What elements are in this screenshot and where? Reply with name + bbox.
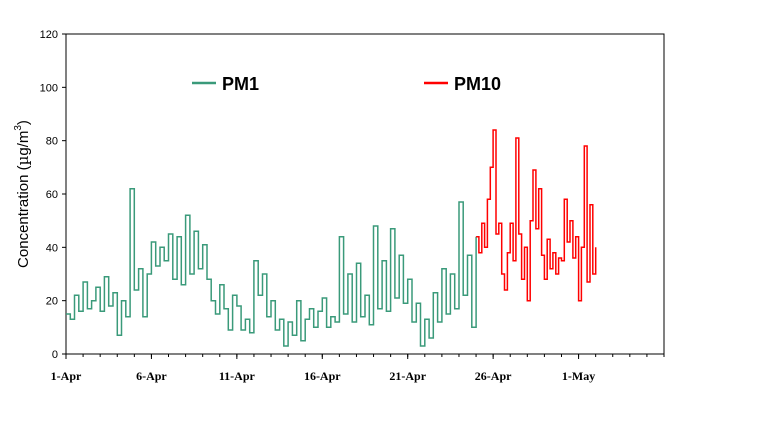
- series-group: [66, 129, 597, 347]
- y-tick-label: 0: [52, 349, 58, 361]
- x-tick-label: 1-May: [562, 369, 595, 383]
- y-tick-label: 60: [46, 189, 58, 201]
- y-axis: 0 20 40 60 80 100 120: [40, 29, 66, 361]
- x-tick-label: 21-Apr: [389, 369, 426, 383]
- y-axis-label: Concentration (µg/m3): [13, 120, 32, 268]
- legend-label-pm1: PM1: [222, 74, 259, 94]
- y-tick-label: 100: [40, 82, 58, 94]
- y-tick-label: 120: [40, 29, 58, 41]
- y-axis-label-sup: 3: [13, 125, 24, 131]
- x-tick-label: 6-Apr: [136, 369, 167, 383]
- x-tick-label: 11-Apr: [219, 369, 256, 383]
- y-tick-label: 20: [46, 296, 58, 308]
- y-axis-label-pre: Concentration (: [15, 165, 32, 268]
- x-axis: 1-Apr 6-Apr 11-Apr 16-Apr 21-Apr 26-Apr 1-May: [51, 354, 665, 383]
- legend: PM1 PM10: [192, 74, 501, 94]
- x-tick-label: 26-Apr: [475, 369, 512, 383]
- series-line-pm1: [66, 187, 477, 347]
- y-tick-label: 40: [46, 242, 58, 254]
- y-axis-label-g: g/m: [15, 131, 32, 156]
- series-line-pm10: [476, 129, 597, 302]
- y-axis-label-post: ): [15, 120, 32, 125]
- x-tick-label: 1-Apr: [51, 369, 82, 383]
- y-axis-label-mu: µ: [14, 155, 32, 165]
- x-tick-label: 16-Apr: [304, 369, 341, 383]
- legend-label-pm10: PM10: [454, 74, 501, 94]
- y-tick-label: 80: [46, 136, 58, 148]
